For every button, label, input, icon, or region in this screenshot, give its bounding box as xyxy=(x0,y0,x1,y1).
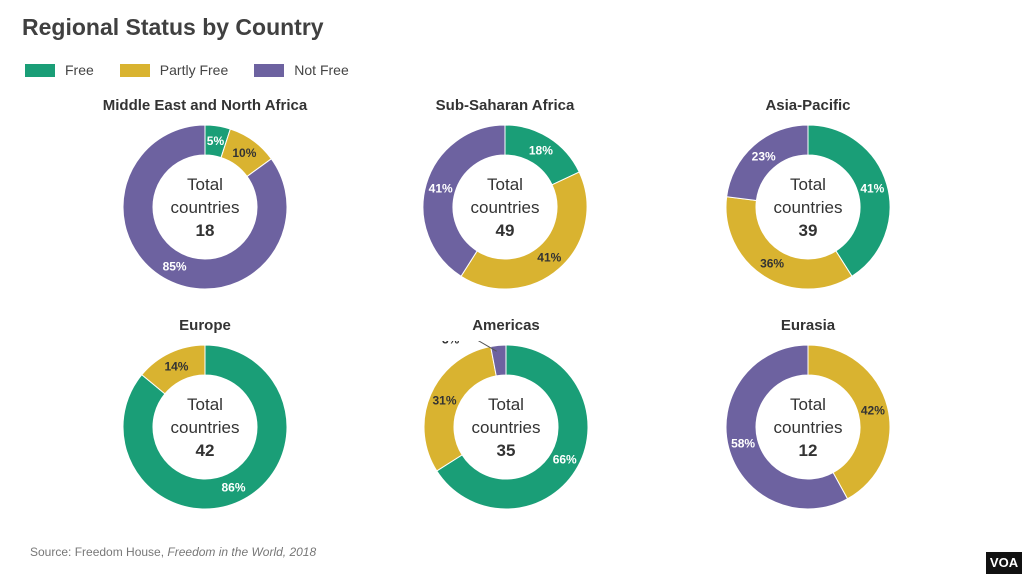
panel-title: Sub-Saharan Africa xyxy=(435,97,575,114)
panel-title: Eurasia xyxy=(780,317,836,334)
center-label-countries: countries xyxy=(171,418,240,437)
donut-chart: 66% 31% 3% Total countries 35 xyxy=(423,341,589,510)
source-title: Freedom in the World, 2018 xyxy=(167,545,317,559)
slice-label-partly-free: 42% xyxy=(861,403,885,417)
legend-label-not-free: Not Free xyxy=(294,62,349,78)
donut-slice-free xyxy=(807,124,891,277)
slice-label-not-free: 23% xyxy=(752,150,776,164)
donut-chart: 41% 36% 23% Total countries 39 xyxy=(725,124,891,290)
center-label-countries: countries xyxy=(472,418,541,437)
legend-swatch-not-free xyxy=(254,63,285,77)
donut-chart: 18% 41% 41% Total countries 49 xyxy=(422,124,588,290)
chart-title: Regional Status by Country xyxy=(22,14,324,40)
panel-title: Asia-Pacific xyxy=(765,97,851,114)
center-total-count: 12 xyxy=(799,441,818,460)
center-label-total: Total xyxy=(488,395,524,414)
slice-label-partly-free: 36% xyxy=(760,257,784,271)
donut-slice-not-free xyxy=(122,124,288,290)
center-total-count: 35 xyxy=(497,441,516,460)
donut-slice-not-free xyxy=(422,124,506,277)
donut-slice-not-free xyxy=(726,124,809,202)
center-total-count: 42 xyxy=(196,441,215,460)
donut-slice-not-free xyxy=(725,344,849,510)
donut-slice-partly-free xyxy=(423,345,497,472)
slice-label-free: 18% xyxy=(529,143,553,157)
slice-label-partly-free: 31% xyxy=(432,393,456,407)
center-total-count: 18 xyxy=(196,221,215,240)
donut-slice-partly-free xyxy=(141,344,206,395)
legend: Free Partly Free Not Free xyxy=(25,62,375,78)
panel-title: Middle East and North Africa xyxy=(102,97,308,114)
panel-americas: Americas 66% 31% 3% Total countries 35 xyxy=(356,317,656,517)
center-label-countries: countries xyxy=(171,198,240,217)
panel-title: Europe xyxy=(179,317,231,334)
panel-asia-pacific: Asia-Pacific 41% 36% 23% Total countries 39 xyxy=(658,97,958,297)
slice-label-free: 66% xyxy=(553,452,577,466)
slice-label-not-free: 85% xyxy=(163,260,187,274)
legend-swatch-partly-free xyxy=(119,63,150,77)
slice-label-not-free: 3% xyxy=(442,341,460,346)
slice-label-free: 5% xyxy=(207,134,225,148)
donut-chart: 86% 14% Total countries 42 xyxy=(122,344,288,510)
center-label-total: Total xyxy=(790,395,826,414)
panel-middle-east-north-africa: Middle East and North Africa 5% 10% 85% Tot… xyxy=(55,97,355,297)
panel-europe: Europe 86% 14% Total countries 42 xyxy=(55,317,355,517)
donut-chart: 42% 58% Total countries 12 xyxy=(725,344,891,510)
donut-slice-partly-free xyxy=(725,196,853,290)
legend-item-partly-free: Partly Free xyxy=(119,62,229,78)
donut-slice-free xyxy=(122,344,288,510)
center-label-total: Total xyxy=(487,175,523,194)
legend-item-not-free: Not Free xyxy=(254,62,349,78)
slice-label-free: 86% xyxy=(222,481,246,495)
legend-label-free: Free xyxy=(65,62,94,78)
center-label-total: Total xyxy=(187,395,223,414)
center-total-count: 49 xyxy=(496,221,515,240)
label-leader-line xyxy=(477,341,497,352)
center-label-total: Total xyxy=(187,175,223,194)
panel-eurasia: Eurasia 42% 58% Total countries 12 xyxy=(658,317,958,517)
slice-label-partly-free: 10% xyxy=(232,146,256,160)
center-label-countries: countries xyxy=(774,418,843,437)
donut-slice-partly-free xyxy=(807,344,891,500)
slice-label-not-free: 58% xyxy=(731,437,755,451)
center-total-count: 39 xyxy=(799,221,818,240)
slice-label-free: 41% xyxy=(860,181,884,195)
center-label-countries: countries xyxy=(471,198,540,217)
panel-title: Americas xyxy=(472,317,540,334)
source-prefix: Source: Freedom House, xyxy=(30,545,168,559)
legend-swatch-free xyxy=(25,63,55,77)
center-label-countries: countries xyxy=(774,198,843,217)
donut-slice-not-free xyxy=(490,344,507,377)
panel-sub-saharan-africa: Sub-Saharan Africa 18% 41% 41% Total countri… xyxy=(355,97,655,297)
center-label-total: Total xyxy=(790,175,826,194)
source-note: Source: Freedom House, Freedom in the Wo… xyxy=(30,545,316,559)
donut-chart: 5% 10% 85% Total countries 18 xyxy=(122,124,288,290)
donut-slice-partly-free xyxy=(460,171,588,290)
slice-label-partly-free: 41% xyxy=(537,250,561,264)
legend-item-free: Free xyxy=(25,62,94,78)
voa-logo: VOA xyxy=(986,552,1022,574)
slice-label-partly-free: 14% xyxy=(164,359,188,373)
donut-slice-free xyxy=(436,344,589,510)
legend-label-partly-free: Partly Free xyxy=(159,62,229,78)
slice-label-not-free: 41% xyxy=(429,181,453,195)
